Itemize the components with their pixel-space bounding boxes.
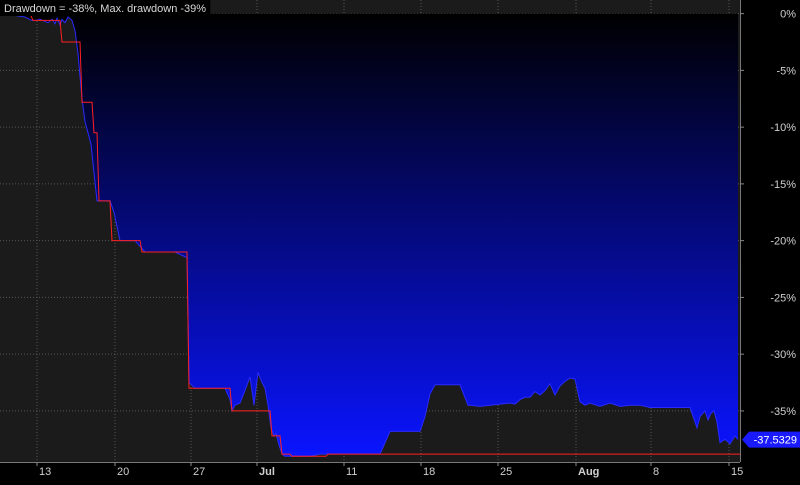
last-value-badge xyxy=(742,431,800,448)
x-tick-label: 11 xyxy=(346,466,357,478)
x-tick-label: 18 xyxy=(423,466,435,478)
x-tick-label: 25 xyxy=(500,466,512,478)
y-tick-label: -35% xyxy=(770,406,796,418)
x-tick-label: 15 xyxy=(731,466,743,478)
y-axis-panel xyxy=(740,0,800,480)
y-tick-label: -30% xyxy=(770,349,796,361)
x-tick-label: 20 xyxy=(117,466,129,478)
x-tick-label: Aug xyxy=(578,466,599,478)
plot-area xyxy=(0,13,740,457)
last-value-label: -37.5329 xyxy=(754,435,797,447)
x-tick-label: 13 xyxy=(39,466,51,478)
y-tick-label: -10% xyxy=(770,122,796,134)
y-tick-label: -15% xyxy=(770,179,796,191)
x-axis-panel xyxy=(0,462,741,480)
title-background xyxy=(0,0,211,16)
y-tick-label: -5% xyxy=(776,65,796,77)
x-tick-label: Jul xyxy=(259,466,275,478)
drawdown-line xyxy=(0,13,739,457)
chart-title: Drawdown = -38%, Max. drawdown -39% xyxy=(4,3,206,15)
x-tick-label: 27 xyxy=(193,466,205,478)
y-tick-label: -20% xyxy=(770,236,796,248)
title-group: Drawdown = -38%, Max. drawdown -39% xyxy=(0,0,211,16)
drawdown-area xyxy=(0,13,738,457)
max-drawdown-line xyxy=(0,13,740,457)
y-tick-label: 0% xyxy=(780,9,796,21)
x-tick-label: 8 xyxy=(653,466,659,478)
y-tick-label: -25% xyxy=(770,292,796,304)
